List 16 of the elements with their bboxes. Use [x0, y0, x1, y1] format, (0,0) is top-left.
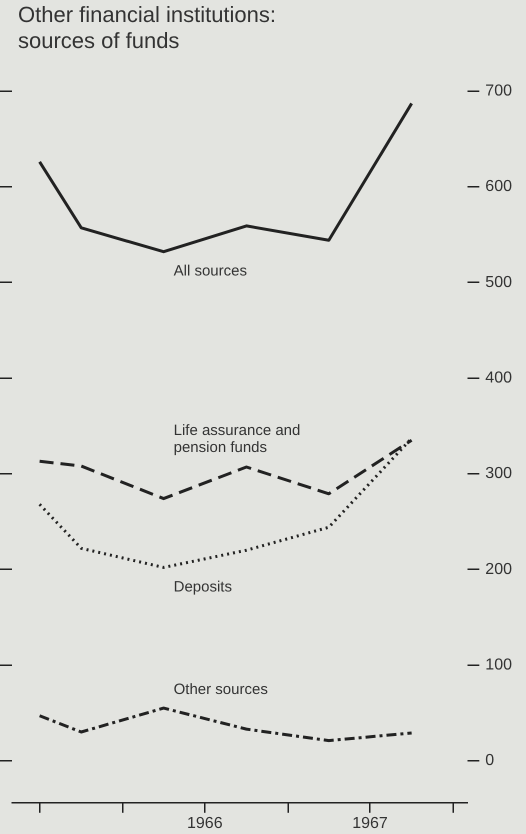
y-tick-label: 600	[485, 178, 512, 196]
y-tick-label: 300	[485, 465, 512, 482]
series-label: All sources	[174, 262, 247, 280]
y-tick-label: 400	[485, 369, 512, 386]
series-label: Deposits	[174, 578, 232, 596]
y-tick-label: 100	[485, 656, 512, 674]
chart-title: Other financial institutions: sources of funds	[18, 2, 278, 54]
series-label: Life assurance and pension funds	[174, 422, 300, 456]
y-tick-label: 700	[485, 82, 512, 100]
series-label: Other sources	[174, 681, 268, 698]
y-tick-label: 0	[485, 752, 494, 770]
line-series	[38, 706, 414, 742]
x-tick-label: 1967	[352, 814, 388, 832]
y-tick-label: 200	[485, 560, 512, 578]
x-tick-label: 1966	[187, 814, 223, 832]
y-tick-label: 500	[485, 274, 512, 291]
